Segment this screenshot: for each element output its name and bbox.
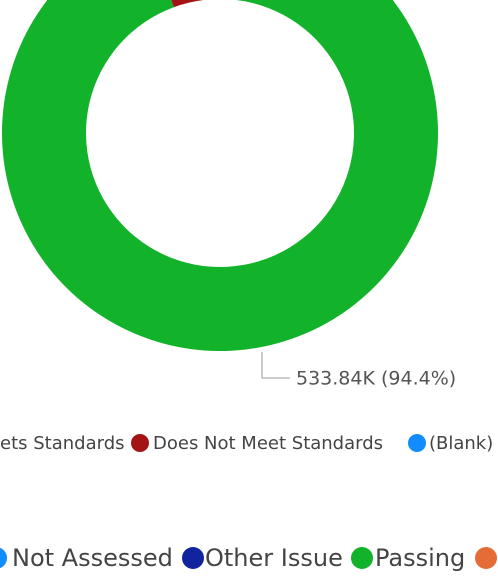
- legend-label: Other Issue: [205, 544, 343, 572]
- legend-label: Passing: [375, 544, 465, 572]
- legend-marker: [0, 547, 7, 569]
- legend-label: ets Standards: [0, 433, 125, 454]
- legend-label: Does Not Meet Standards: [153, 433, 383, 454]
- data-label: 533.84K (94.4%): [296, 368, 456, 390]
- leader-line: [261, 352, 290, 379]
- legend-label: (Blank): [429, 433, 493, 454]
- donut-slice: [2, 0, 438, 351]
- legend-marker: [475, 547, 497, 569]
- donut-slice: [171, 0, 205, 8]
- legend-marker: [351, 547, 373, 569]
- legend-marker: [182, 547, 204, 569]
- legend-marker: [408, 434, 426, 452]
- legend-marker: [131, 434, 149, 452]
- legend-label: Not Assessed: [12, 544, 173, 572]
